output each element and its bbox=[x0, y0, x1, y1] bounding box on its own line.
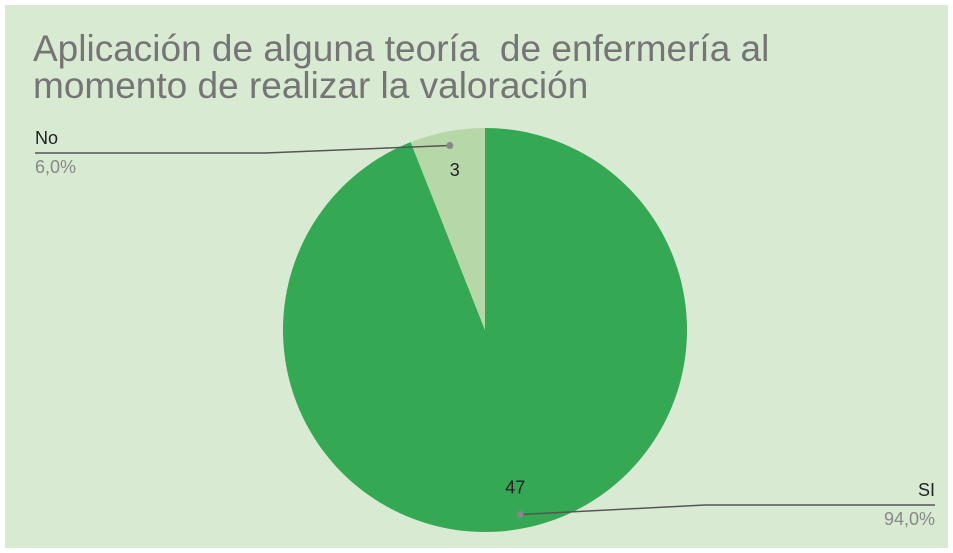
pie-slice bbox=[410, 128, 485, 330]
chart-title: Aplicación de alguna teoría de enfermerí… bbox=[33, 28, 780, 106]
leader-line bbox=[35, 144, 450, 154]
leader-line bbox=[520, 504, 935, 516]
category-label: No bbox=[35, 128, 58, 148]
category-label: SI bbox=[918, 480, 935, 500]
percentage-label: 6,0% bbox=[35, 157, 76, 177]
slice-value-label: 47 bbox=[505, 477, 525, 497]
percentage-label: 94,0% bbox=[884, 509, 935, 529]
leader-dot bbox=[516, 511, 524, 519]
leader-dot bbox=[446, 141, 454, 149]
slice-value-label: 3 bbox=[450, 160, 460, 180]
